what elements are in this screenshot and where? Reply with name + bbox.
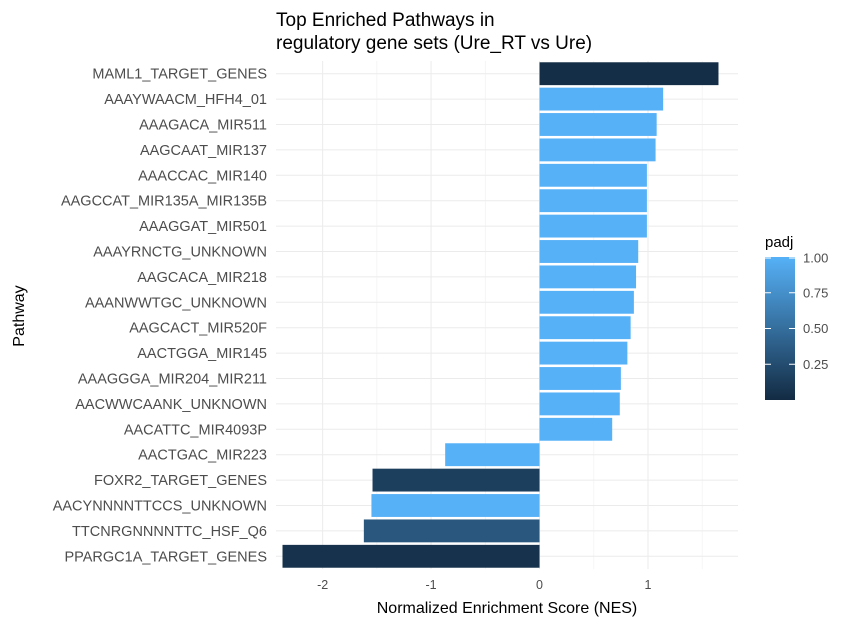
x-tick-label: 0 — [536, 578, 543, 592]
legend-tick-label: 0.75 — [803, 285, 828, 300]
bar-aagcaat-mir137 — [539, 138, 656, 162]
bar-aacwwcaank-unknown — [539, 392, 620, 416]
bar-aaagaca-mir511 — [539, 113, 657, 136]
bar-aactgga-mir145 — [539, 341, 628, 365]
bar-ppargc1a-target-genes — [282, 544, 540, 568]
x-tick-labels: -2 -1 0 1 — [317, 578, 651, 592]
y-axis-title: Pathway — [11, 285, 28, 346]
y-tick-label: FOXR2_TARGET_GENES — [94, 473, 267, 489]
y-tick-label: AACATTC_MIR4093P — [124, 422, 267, 438]
bar-aagccat-mir135a-mir135b — [539, 189, 647, 213]
bar-aaaywaacm-hfh4-01 — [539, 87, 664, 111]
bar-ttcnrgnnnnttc-hsf-q6 — [363, 519, 540, 543]
chart-title-line-1: Top Enriched Pathways in — [276, 10, 495, 31]
bar-aacynnnnttccs-unknown — [371, 494, 540, 517]
y-tick-label: PPARGC1A_TARGET_GENES — [64, 549, 267, 565]
x-tick-label: -1 — [426, 578, 437, 592]
color-legend: padj 0.25 0.50 0.75 1.00 — [765, 234, 828, 400]
y-tick-label: AAAYRNCTG_UNKNOWN — [93, 245, 267, 261]
y-tick-labels: MAML1_TARGET_GENES AAAYWAACM_HFH4_01 AAAGA… — [53, 67, 267, 566]
legend-tick-label: 0.25 — [803, 357, 828, 372]
bar-aaanwwtgc-unknown — [539, 290, 634, 314]
bar-aaaggat-mir501 — [539, 214, 647, 238]
x-axis-title: Normalized Enrichment Score (NES) — [377, 600, 638, 617]
y-tick-label: AAAGGAT_MIR501 — [139, 219, 267, 235]
bar-aaaccac-mir140 — [539, 163, 647, 187]
bar-aaayrnctg-unknown — [539, 240, 639, 263]
y-tick-label: AACWWCAANK_UNKNOWN — [75, 397, 267, 413]
bar-maml1-target-genes — [539, 62, 719, 86]
y-tick-label: AAGCAAT_MIR137 — [140, 143, 267, 159]
y-tick-label: AAANWWTGC_UNKNOWN — [85, 295, 267, 311]
bar-aacattc-mir4093p — [539, 417, 613, 441]
y-tick-label: AAACCAC_MIR140 — [138, 168, 267, 184]
y-tick-label: AAGCACA_MIR218 — [137, 270, 267, 286]
y-tick-label: AAAGGGA_MIR204_MIR211 — [78, 372, 267, 388]
grid-lines — [276, 61, 738, 569]
legend-title: padj — [765, 234, 793, 251]
y-tick-label: MAML1_TARGET_GENES — [92, 67, 267, 83]
y-tick-label: AAGCCAT_MIR135A_MIR135B — [61, 194, 267, 210]
x-tick-label: -2 — [317, 578, 328, 592]
legend-tick-label: 0.50 — [803, 321, 828, 336]
bar-aactgac-mir223 — [445, 443, 540, 467]
bar-aagcact-mir520f — [539, 316, 631, 340]
y-tick-label: AAGCACT_MIR520F — [129, 321, 267, 337]
chart-title-line-2: regulatory gene sets (Ure_RT vs Ure) — [276, 33, 592, 54]
y-tick-label: AACTGGA_MIR145 — [137, 346, 267, 362]
bar-foxr2-target-genes — [372, 468, 540, 492]
y-tick-label: TTCNRGNNNNTTC_HSF_Q6 — [72, 524, 267, 540]
y-tick-label: AAAYWAACM_HFH4_01 — [104, 92, 267, 108]
legend-ticks: 0.25 0.50 0.75 1.00 — [765, 251, 828, 372]
bar-aaaggga-mir204-mir211 — [539, 367, 621, 390]
y-tick-label: AACTGAC_MIR223 — [138, 448, 267, 464]
y-tick-label: AAAGACA_MIR511 — [139, 118, 267, 134]
bars-group — [282, 62, 719, 568]
y-tick-label: AACYNNNNTTCCS_UNKNOWN — [53, 499, 267, 515]
x-tick-label: 1 — [645, 578, 652, 592]
bar-aagcaca-mir218 — [539, 265, 637, 289]
legend-tick-label: 1.00 — [803, 251, 828, 266]
